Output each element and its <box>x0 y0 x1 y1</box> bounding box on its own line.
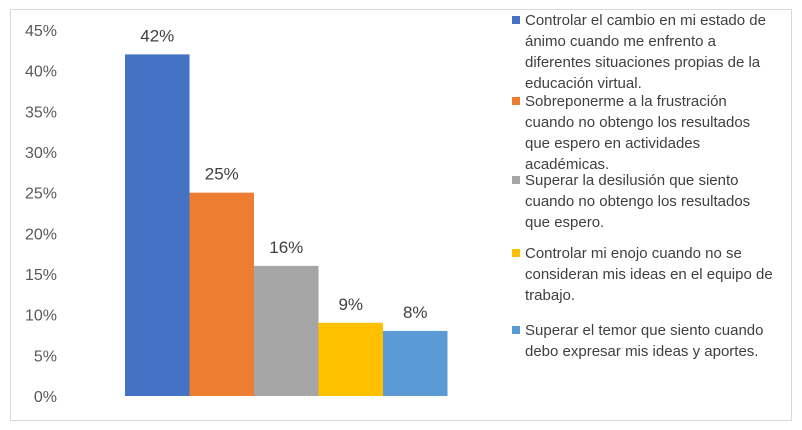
legend-swatch <box>512 97 520 105</box>
bar <box>254 265 319 396</box>
data-label: 8% <box>403 303 428 322</box>
legend-label: Superar la desilusión que siento cuando … <box>525 172 751 231</box>
y-tick-label: 0% <box>34 389 57 406</box>
bar <box>383 330 448 396</box>
y-tick-label: 15% <box>25 267 57 284</box>
bar <box>318 322 383 396</box>
y-tick-label: 20% <box>25 226 57 243</box>
data-label: 16% <box>269 238 303 257</box>
legend-swatch <box>512 326 520 334</box>
y-tick-label: 5% <box>34 348 57 365</box>
legend-swatch <box>512 16 520 24</box>
data-label: 25% <box>205 165 239 184</box>
y-tick-label: 45% <box>25 23 57 40</box>
data-labels: 42% 25% 16% 9% 8% <box>140 26 427 322</box>
legend-label: Superar el temor que siento cuando debo … <box>525 322 764 360</box>
y-axis: 0% 5% 10% 15% 20% 25% 30% 35% 40% 45% <box>25 23 57 406</box>
bar-series <box>125 54 448 397</box>
y-tick-label: 40% <box>25 64 57 81</box>
y-tick-label: 30% <box>25 145 57 162</box>
data-label: 42% <box>140 26 174 45</box>
legend-label: Controlar mi enojo cuando no se consider… <box>525 245 773 304</box>
y-tick-label: 25% <box>25 186 57 203</box>
bar <box>125 54 190 397</box>
bar <box>189 192 254 396</box>
legend-swatch <box>512 249 520 257</box>
y-tick-label: 35% <box>25 104 57 121</box>
legend-label: Controlar el cambio en mi estado de ánim… <box>525 12 766 92</box>
legend-label: Sobreponerme a la frustración cuando no … <box>525 93 751 173</box>
data-label: 9% <box>338 295 363 314</box>
legend-swatch <box>512 176 520 184</box>
y-tick-label: 10% <box>25 308 57 325</box>
